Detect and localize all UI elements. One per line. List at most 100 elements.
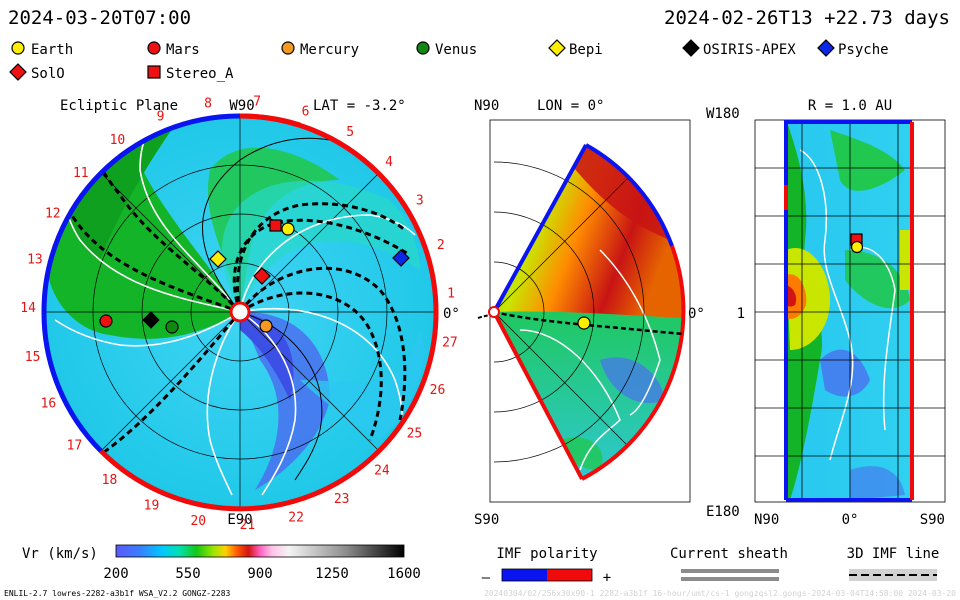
run-info: 20240304/02/256x30x90-1 2282-a3b1f 16-ho… bbox=[484, 589, 956, 598]
legend-label: Bepi bbox=[569, 42, 603, 58]
legend-item-stereo-a: Stereo_A bbox=[147, 65, 234, 82]
colorbar-gradient bbox=[115, 544, 405, 558]
earth-marker bbox=[577, 316, 591, 330]
legend-label: Earth bbox=[31, 42, 73, 58]
imf-polarity-edge-negative bbox=[492, 144, 588, 313]
ecliptic-plane-panel: Ecliptic Plane W90 LAT = -3.2° 0° E90 12… bbox=[20, 95, 460, 533]
solo-marker-icon bbox=[9, 63, 27, 81]
carrington-tick-12: 12 bbox=[45, 207, 61, 222]
carrington-tick-18: 18 bbox=[102, 473, 118, 488]
moderate-wind-region bbox=[221, 180, 420, 312]
legend-label: Venus bbox=[435, 42, 477, 58]
carrington-tick-10: 10 bbox=[110, 133, 126, 148]
imf-field-line bbox=[239, 311, 323, 481]
psyche-marker bbox=[392, 249, 410, 267]
carrington-tick-3: 3 bbox=[416, 194, 424, 209]
carrington-tick-6: 6 bbox=[302, 104, 310, 119]
imf-field-line bbox=[202, 137, 331, 313]
sheath-line bbox=[90, 129, 242, 314]
sun-icon bbox=[229, 301, 251, 323]
contour-line bbox=[206, 311, 241, 496]
earth-marker bbox=[850, 240, 864, 254]
carrington-tick-8: 8 bbox=[204, 96, 212, 111]
slow-wind-region bbox=[300, 330, 424, 440]
colorbar-tick-labels: 200 550 900 1250 1600 bbox=[103, 566, 421, 582]
legend-item-bepi: Bepi bbox=[548, 39, 603, 58]
imf-polarity-edge-positive bbox=[492, 311, 584, 480]
radial-map-panel: R = 1.0 AU W180 1 E180 N90 0° S90 bbox=[706, 98, 946, 528]
imf-polarity-title: IMF polarity bbox=[496, 546, 597, 562]
imf-polarity-legend: IMF polarity – + bbox=[482, 546, 611, 586]
legend-label: Mars bbox=[166, 42, 200, 58]
imf-polarity-edge-negative bbox=[784, 120, 912, 500]
meridional-zero-label: 0° bbox=[688, 306, 705, 322]
carrington-tick-21: 21 bbox=[240, 518, 256, 533]
imf-swatch-border bbox=[501, 568, 593, 582]
carrington-tick-16: 16 bbox=[41, 397, 57, 412]
fast-wind-region bbox=[786, 248, 830, 350]
slow-wind-region bbox=[850, 466, 905, 500]
sheath-swatch bbox=[681, 569, 779, 573]
sheath-swatch bbox=[681, 577, 779, 581]
legend-label: Stereo_A bbox=[166, 66, 234, 82]
imf-3d-line-title: 3D IMF line bbox=[847, 546, 940, 562]
contour-line bbox=[599, 249, 661, 416]
carrington-tick-24: 24 bbox=[374, 464, 390, 479]
very-fast-wind-region bbox=[786, 274, 807, 319]
colorbar-tick-200: 200 bbox=[103, 566, 128, 582]
carrington-tick-9: 9 bbox=[157, 109, 165, 124]
carrington-tick-17: 17 bbox=[67, 439, 83, 454]
legend-item-mars: Mars bbox=[147, 41, 200, 58]
radial-n90-label: N90 bbox=[754, 512, 779, 528]
imf-positive-swatch bbox=[547, 569, 592, 581]
psyche-marker-icon bbox=[817, 39, 835, 57]
carrington-tick-26: 26 bbox=[430, 383, 446, 398]
mercury-marker bbox=[259, 319, 273, 333]
legend-label: SolO bbox=[31, 66, 65, 82]
carrington-tick-23: 23 bbox=[334, 492, 350, 507]
colorbar-tick-900: 900 bbox=[247, 566, 272, 582]
mars-marker bbox=[99, 314, 113, 328]
ecliptic-zero-label: 0° bbox=[443, 306, 460, 322]
sheath-line bbox=[493, 310, 685, 336]
sheath-line bbox=[54, 184, 241, 314]
legend-item-osiris-apex: OSIRIS-APEX bbox=[682, 39, 796, 58]
contour-line bbox=[849, 246, 896, 431]
contour-line bbox=[519, 329, 621, 471]
w90-label: W90 bbox=[229, 98, 254, 114]
lat-label: LAT = -3.2° bbox=[313, 98, 406, 114]
carrington-tick-5: 5 bbox=[346, 125, 354, 140]
imf-3d-line-legend: 3D IMF line bbox=[847, 546, 940, 581]
venus-marker bbox=[165, 320, 179, 334]
legend-item-psyche: Psyche bbox=[817, 39, 889, 58]
slow-wind-region bbox=[240, 311, 330, 490]
imf-plus-label: + bbox=[603, 570, 611, 586]
sheath-line bbox=[238, 266, 407, 421]
ecliptic-title: Ecliptic Plane bbox=[60, 98, 178, 114]
imf-minus-label: – bbox=[482, 570, 491, 586]
legend-item-mercury: Mercury bbox=[281, 41, 359, 58]
right-timestamp: 2024-02-26T13 +22.73 days bbox=[664, 7, 950, 29]
mars-marker-icon bbox=[147, 41, 161, 55]
radial-zero-label: 0° bbox=[842, 512, 859, 528]
body-legend: Earth Mars Mercury Venus Bepi OSIRIS-APE… bbox=[9, 39, 889, 82]
earth-marker bbox=[281, 222, 295, 236]
sheath-line bbox=[236, 202, 406, 313]
slow-wind-region bbox=[600, 357, 665, 404]
carrington-tick-4: 4 bbox=[385, 155, 393, 170]
imf-polarity-ring-negative bbox=[99, 113, 241, 175]
bepi-marker bbox=[209, 250, 227, 268]
contour-line bbox=[54, 311, 241, 347]
w180-label: W180 bbox=[706, 106, 740, 122]
imf-negative-swatch bbox=[502, 569, 547, 581]
fast-wind-region bbox=[900, 230, 912, 290]
lon-label: LON = 0° bbox=[537, 98, 604, 114]
very-fast-wind-region bbox=[786, 285, 797, 307]
carrington-tick-1: 1 bbox=[447, 286, 455, 301]
imf-polarity-ring-positive bbox=[99, 113, 439, 512]
legend-label: OSIRIS-APEX bbox=[703, 42, 796, 58]
venus-marker-icon bbox=[416, 41, 430, 55]
legend-label: Mercury bbox=[300, 42, 359, 58]
very-fast-wind-region bbox=[560, 145, 670, 240]
